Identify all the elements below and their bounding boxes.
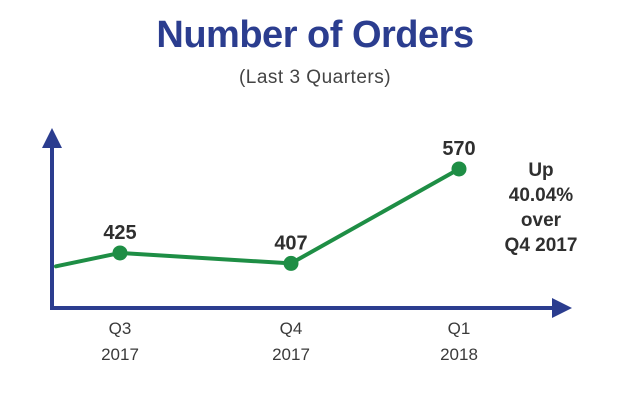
data-label: 570	[442, 138, 475, 160]
growth-annotation: Up 40.04% over Q4 2017	[505, 160, 578, 256]
data-label: 407	[274, 232, 307, 254]
data-point	[112, 245, 128, 261]
data-label: 425	[103, 222, 136, 244]
y-axis-arrow	[42, 128, 62, 148]
x-tick-label: Q3 2017	[101, 319, 139, 364]
x-tick-label: Q4 2017	[272, 319, 310, 364]
x-tick-label: Q1 2018	[440, 319, 478, 364]
data-point	[451, 161, 467, 177]
series-line	[54, 166, 461, 269]
data-point	[283, 255, 299, 271]
chart-title: Number of Orders	[156, 14, 474, 56]
chart-subtitle: (Last 3 Quarters)	[238, 67, 392, 88]
x-axis-arrow	[552, 298, 572, 318]
